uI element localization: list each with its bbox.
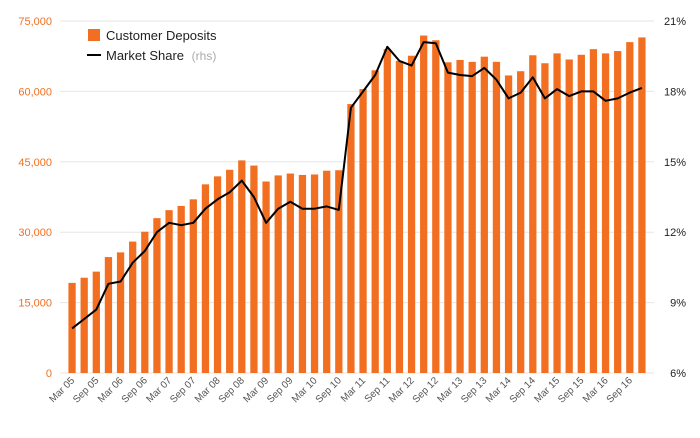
deposit-bar: [213, 176, 222, 373]
x-tick-label: Sep 05: [71, 375, 101, 405]
deposit-bar: [541, 63, 549, 374]
deposit-bar: [141, 231, 149, 373]
right-tick-label: 9%: [670, 298, 686, 310]
x-tick-label: Sep 11: [363, 375, 393, 405]
right-tick-label: 6%: [670, 368, 686, 380]
deposit-bar: [323, 170, 331, 373]
legend-label-market-share: Market Share (rhs): [106, 48, 216, 63]
legend-market-share-text: Market Share: [106, 48, 184, 63]
deposit-bar: [274, 175, 282, 373]
right-tick-label: 18%: [664, 86, 686, 98]
x-tick-label: Sep 13: [459, 375, 489, 405]
deposit-bar: [407, 55, 416, 374]
x-tick-label: Sep 08: [217, 375, 247, 405]
deposit-bar: [504, 75, 513, 374]
legend: Customer Deposits Market Share (rhs): [87, 28, 217, 63]
deposit-bars: [68, 35, 646, 374]
deposit-bar: [347, 104, 355, 374]
deposit-bar: [129, 241, 137, 373]
x-tick-label: Sep 10: [314, 375, 344, 405]
deposit-bar: [480, 56, 488, 373]
deposit-bar: [577, 54, 585, 374]
x-tick-label: Sep 12: [411, 375, 441, 405]
deposit-bar: [189, 199, 197, 373]
deposit-bar: [104, 257, 113, 373]
deposit-bar: [92, 271, 100, 373]
deposit-bar: [420, 35, 428, 374]
deposit-bar: [310, 174, 319, 373]
deposit-bar: [589, 49, 598, 373]
left-tick-label: 60,000: [18, 86, 52, 98]
deposit-bar: [371, 70, 379, 373]
deposit-bar: [601, 53, 610, 373]
deposit-bar: [492, 61, 501, 373]
deposit-bar: [201, 184, 210, 373]
deposit-bar: [226, 169, 234, 373]
x-tick-label: Sep 07: [168, 375, 198, 405]
deposit-bar: [80, 277, 88, 373]
right-axis: 6% 9% 12% 15% 18% 21%: [664, 16, 686, 380]
legend-rhs-note: (rhs): [192, 49, 217, 63]
x-tick-label: Sep 15: [556, 375, 586, 405]
x-tick-label: Sep 09: [265, 375, 295, 405]
left-axis: 0 15,000 30,000 45,000 60,000 75,000: [18, 16, 52, 380]
right-tick-label: 21%: [664, 16, 686, 28]
deposit-bar: [238, 160, 246, 373]
deposit-bar: [383, 49, 391, 373]
deposit-bar: [638, 37, 646, 373]
legend-swatch-deposits: [88, 29, 100, 41]
deposit-bar: [517, 71, 525, 374]
deposit-bar: [468, 61, 476, 373]
deposit-bar: [298, 174, 307, 373]
left-tick-label: 15,000: [18, 298, 52, 310]
left-tick-label: 30,000: [18, 227, 52, 239]
market-share-line-group: [71, 41, 643, 330]
deposit-bar: [262, 181, 270, 373]
deposit-bar: [335, 170, 343, 373]
deposit-bar: [626, 42, 634, 374]
market-share-line: [71, 41, 643, 330]
deposit-bar: [395, 60, 404, 373]
deposit-bar: [250, 165, 258, 373]
right-tick-label: 12%: [664, 227, 686, 239]
x-tick-label: Sep 06: [120, 375, 150, 405]
x-tick-label: Sep 16: [605, 375, 635, 405]
deposit-bar: [432, 40, 440, 373]
deposit-bar: [553, 53, 561, 373]
x-tick-label: Mar 11: [339, 375, 369, 405]
right-tick-label: 15%: [664, 157, 686, 169]
deposit-bar: [444, 62, 452, 374]
left-tick-label: 75,000: [18, 16, 52, 28]
deposit-bar: [286, 173, 294, 373]
deposit-bar: [359, 89, 367, 373]
deposit-bar: [153, 218, 161, 373]
deposit-bar: [116, 252, 125, 373]
left-tick-label: 0: [46, 368, 52, 380]
deposit-bar: [165, 210, 173, 373]
deposit-bar: [565, 59, 573, 374]
gridlines: [60, 20, 654, 374]
deposit-bar: [177, 205, 185, 373]
legend-label-deposits: Customer Deposits: [106, 28, 217, 43]
deposit-bar: [614, 51, 622, 374]
x-tick-label: Sep 14: [508, 375, 538, 405]
left-tick-label: 45,000: [18, 157, 52, 169]
deposit-bar: [529, 55, 537, 374]
deposit-bar: [456, 59, 464, 374]
